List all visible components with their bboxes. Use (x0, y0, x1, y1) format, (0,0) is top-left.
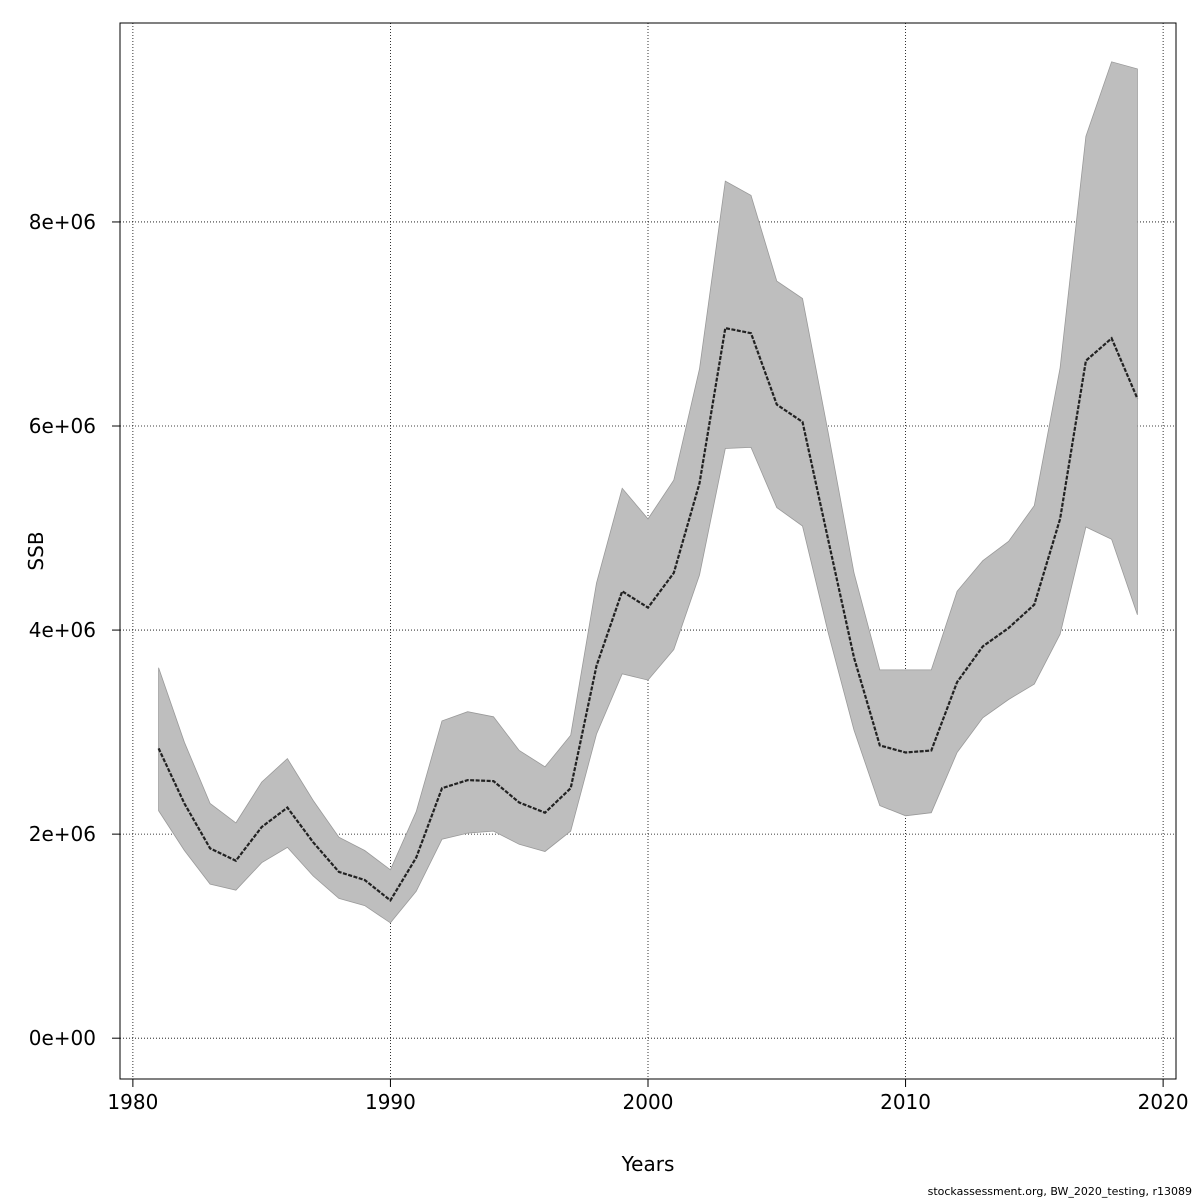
y-tick-label: 8e+06 (29, 210, 96, 234)
y-tick-label: 2e+06 (29, 822, 96, 846)
footer-credit: stockassessment.org, BW_2020_testing, r1… (927, 1185, 1192, 1198)
x-tick-label: 1980 (107, 1090, 158, 1114)
x-tick-label: 1990 (365, 1090, 416, 1114)
x-tick-label: 2010 (880, 1090, 931, 1114)
x-axis: 1980 1990 2000 2010 2020 (107, 1078, 1189, 1114)
ssb-line (157, 326, 1139, 903)
confidence-band (158, 61, 1138, 924)
x-tick-label: 2020 (1138, 1090, 1189, 1114)
y-tick-label: 4e+06 (29, 618, 96, 642)
y-tick-label: 0e+00 (29, 1026, 96, 1050)
x-tick-label: 2000 (623, 1090, 674, 1114)
y-axis: 0e+00 2e+06 4e+06 6e+06 8e+06 (29, 210, 121, 1050)
x-axis-title: Years (621, 1152, 675, 1176)
y-axis-title: SSB (24, 531, 48, 570)
y-tick-label: 6e+06 (29, 414, 96, 438)
